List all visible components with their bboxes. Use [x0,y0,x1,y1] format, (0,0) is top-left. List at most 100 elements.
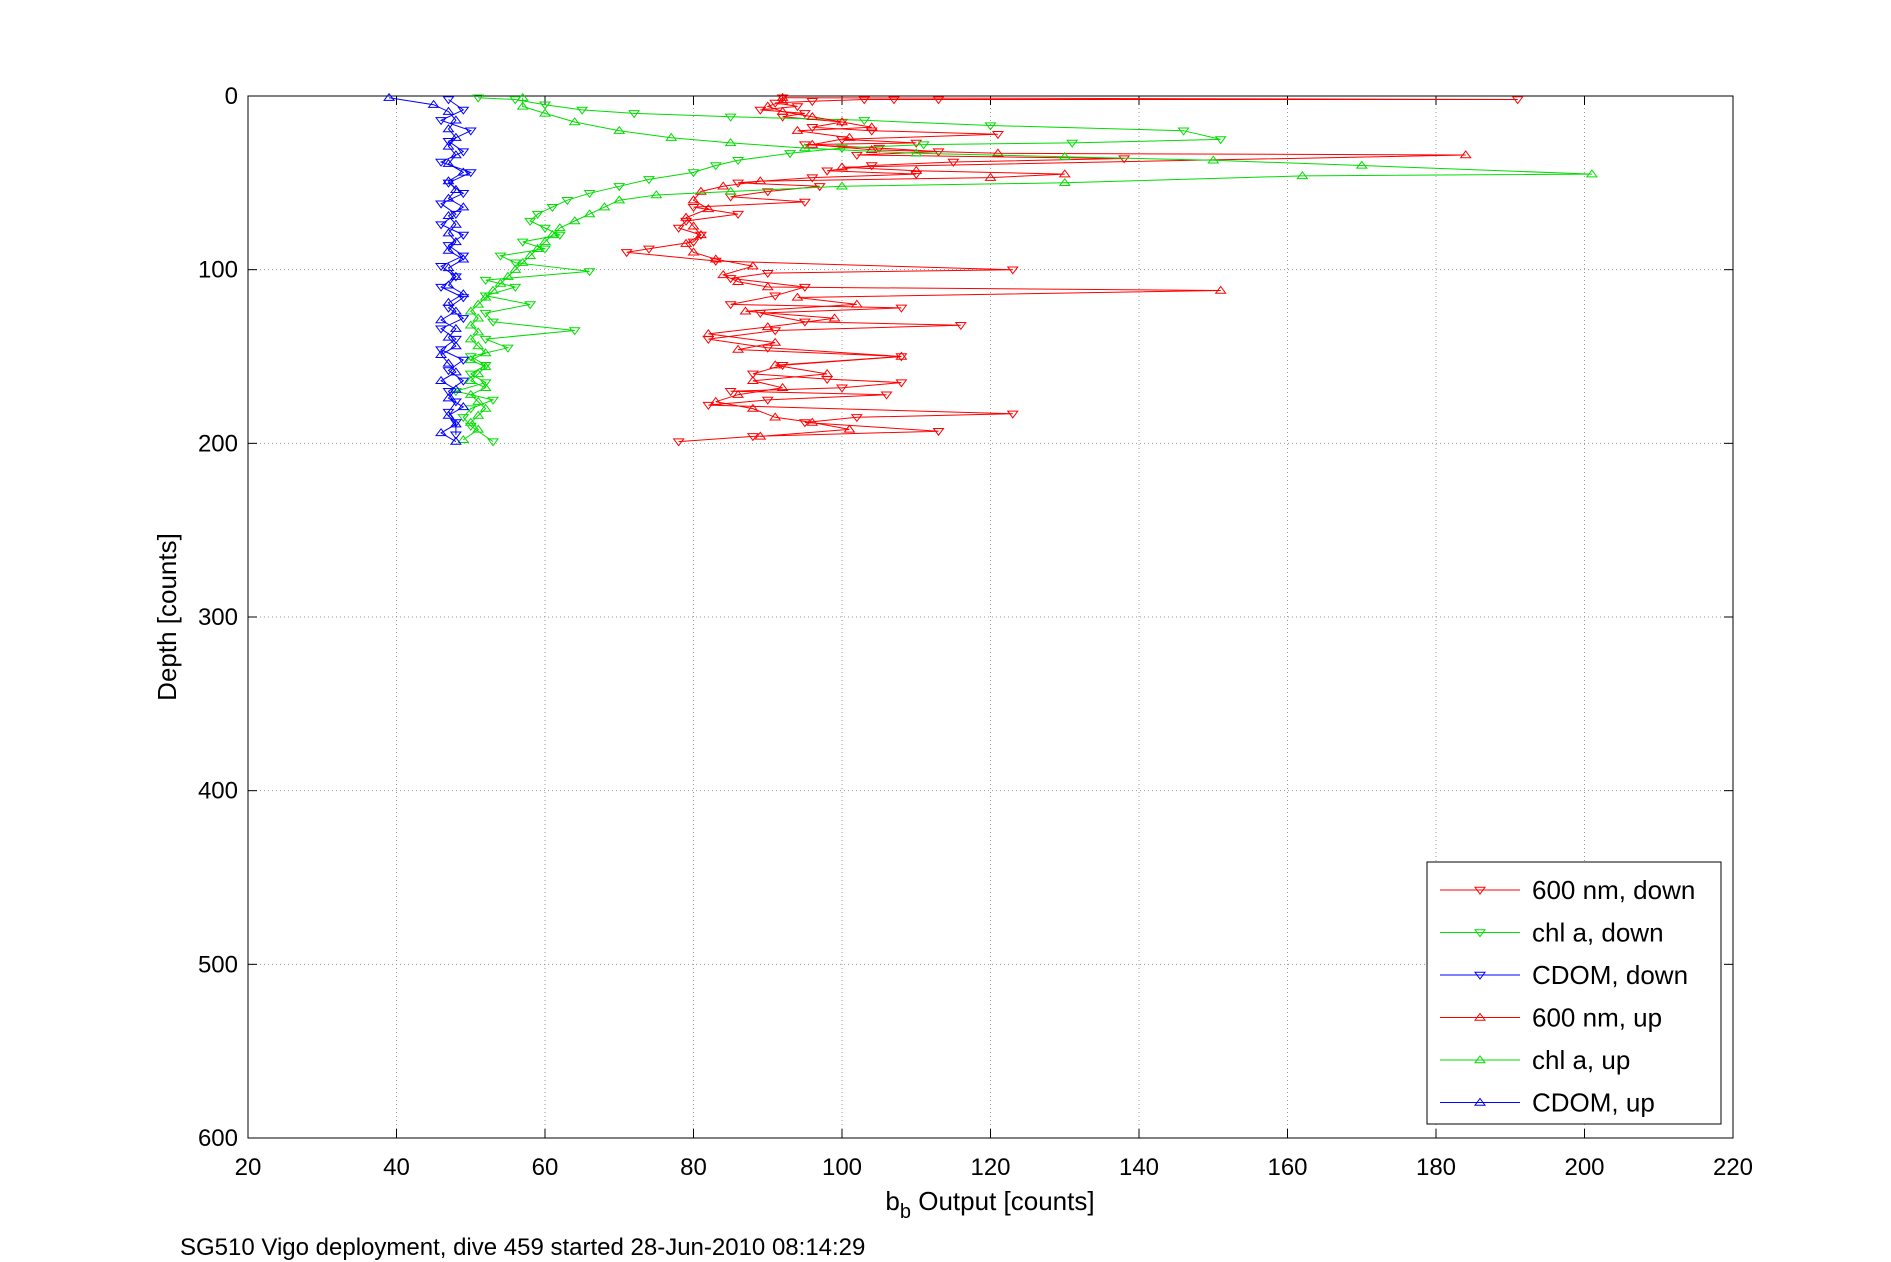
data-point [642,176,655,185]
data-point [642,245,655,254]
data-point [613,125,626,134]
data-point [769,337,782,346]
data-point [457,434,470,444]
data-point [457,289,470,298]
data-point [531,210,544,219]
data-point [449,306,462,315]
data-point [1214,285,1227,294]
data-point [694,230,707,239]
data-point [746,370,759,379]
data-point [880,391,893,400]
data-point [501,271,514,280]
data-point [947,158,960,167]
data-point [524,250,537,259]
legend-marker [1474,1097,1486,1106]
data-point [472,327,485,336]
data-point [895,351,908,360]
legend-label: 600 nm, down [1532,875,1695,905]
data-point [449,419,462,428]
data-point [435,221,448,230]
data-point [472,299,485,308]
data-point [1511,96,1524,105]
data-point [457,356,470,365]
data-point [442,141,455,150]
data-point [583,268,596,277]
y-tick-label: 300 [198,604,238,631]
data-point [754,431,767,440]
x-tick-label: 200 [1564,1154,1604,1181]
data-point [850,299,863,308]
data-point [687,169,700,178]
series-line [626,97,1518,443]
data-point [746,433,759,442]
data-point [806,174,819,183]
data-point [991,131,1004,140]
x-tick-label: 100 [822,1154,862,1181]
data-point [724,186,737,195]
data-point [442,297,455,306]
data-point [836,117,848,126]
data-point [539,108,551,117]
data-point [895,353,908,362]
data-point [761,101,774,110]
legend-entry: chl a, up [1440,1045,1630,1075]
data-point [509,264,522,273]
data-point [464,169,477,178]
data-point [1058,169,1071,178]
data-point [449,132,462,141]
legend-label: chl a, up [1532,1045,1630,1075]
data-point [932,96,945,105]
data-point [435,375,448,385]
data-point [487,318,500,327]
data-point [435,262,448,272]
data-point [687,247,700,256]
data-point [613,183,626,192]
data-point [836,181,848,190]
x-axis-label-rest: Output [counts] [911,1186,1095,1216]
x-tick-label: 40 [383,1154,410,1181]
data-point [932,148,945,157]
data-point [1585,169,1598,178]
data-point [435,200,448,209]
data-point [472,424,485,433]
data-point [464,370,477,379]
data-point [828,313,841,322]
legend-marker [1474,971,1486,980]
data-point [798,141,811,150]
data-point [650,190,663,199]
data-point [910,165,923,174]
y-tick-label: 100 [198,257,238,284]
data-point [449,436,462,445]
data-point [442,176,455,185]
legend-entry: CDOM, up [1440,1088,1655,1118]
data-point [442,158,455,167]
data-point [798,143,811,152]
data-point [442,280,455,289]
data-point [954,322,967,331]
y-tick-label: 0 [225,83,238,110]
data-point [435,346,448,355]
data-point [442,332,455,341]
data-point [472,410,485,419]
data-point [984,172,997,181]
series-cdom-up [383,92,470,445]
data-point [746,403,759,412]
data-point [791,103,804,112]
data-point [583,209,596,218]
data-point [553,223,566,232]
data-point [821,368,834,378]
data-point [516,238,529,247]
data-point [427,99,440,108]
legend: 600 nm, down chl a, down CDOM, down 600 nm,… [1426,861,1722,1125]
data-point [709,162,722,171]
data-point [694,231,707,240]
data-point [754,106,767,115]
data-point [1355,160,1368,169]
data-point [457,414,470,423]
data-point [761,269,774,279]
data-point [464,389,477,398]
data-point [457,401,470,411]
data-point [449,367,462,376]
data-point [1207,155,1220,164]
